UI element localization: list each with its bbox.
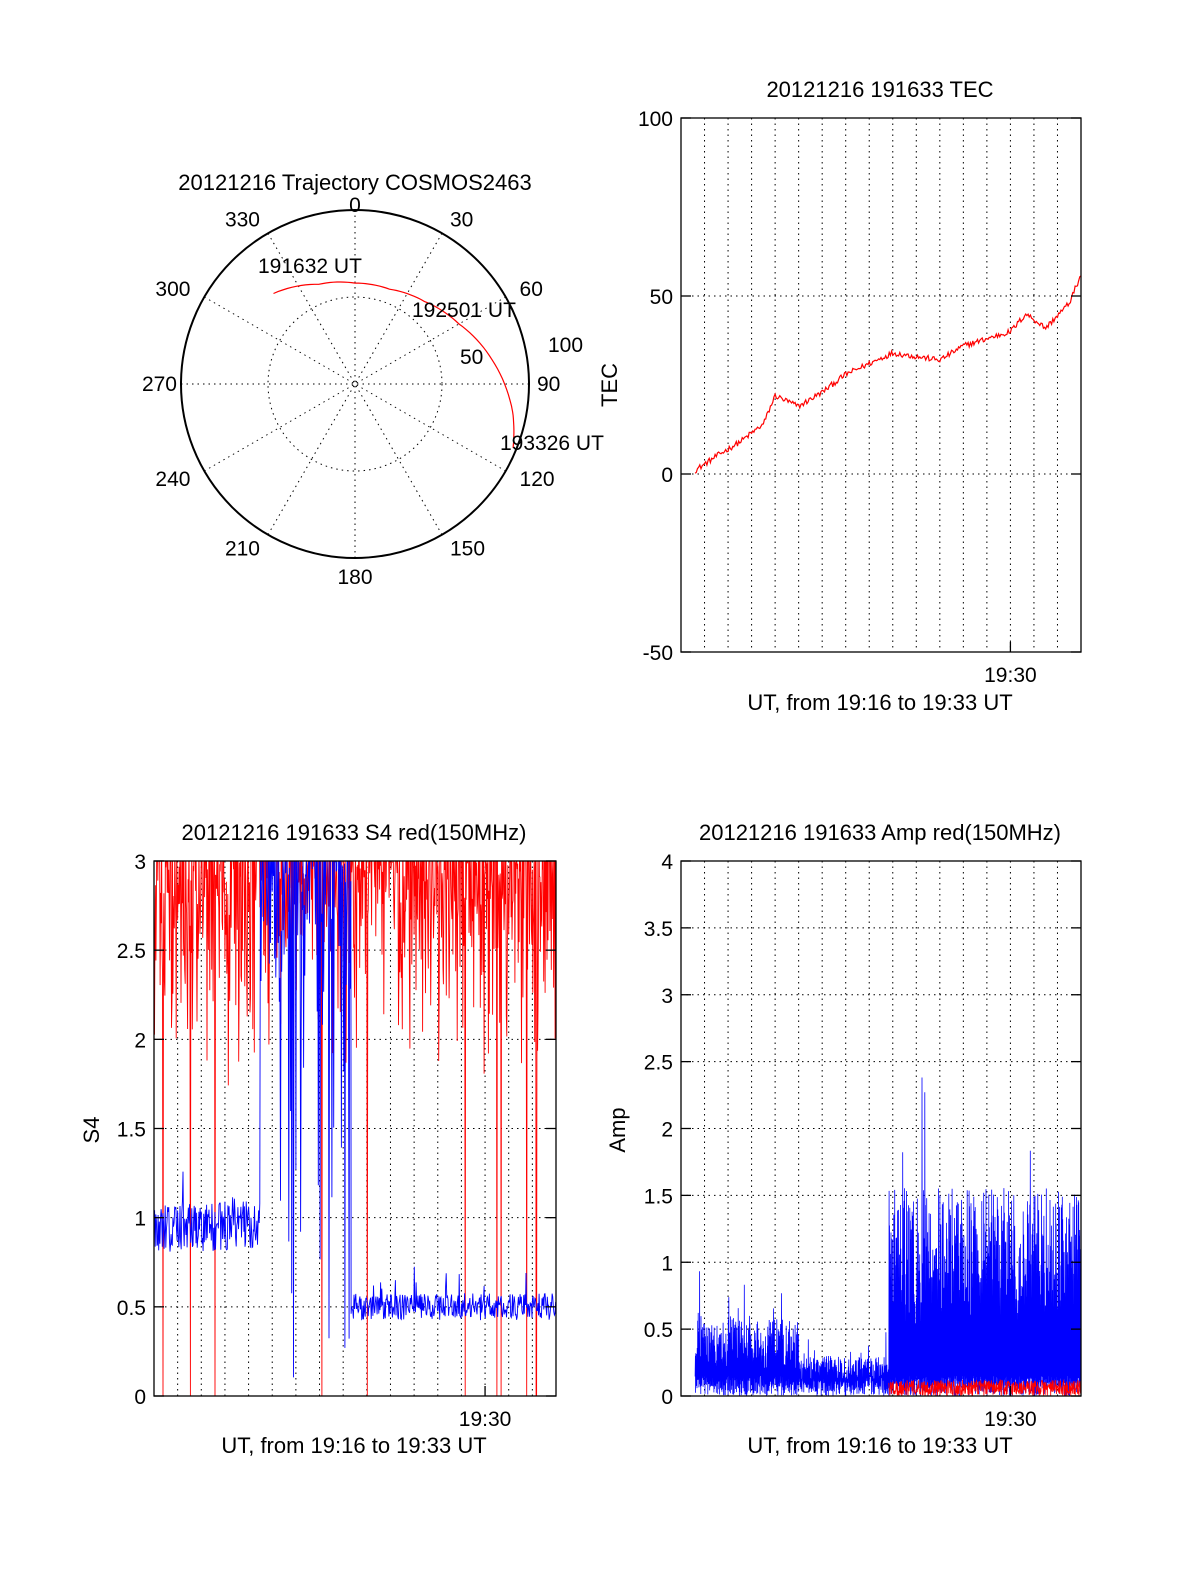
polar-azimuth-label: 90 bbox=[537, 373, 560, 396]
tec-series-line bbox=[694, 275, 1082, 474]
amp-title: 20121216 191633 Amp red(150MHz) bbox=[699, 820, 1061, 845]
polar-spoke bbox=[267, 233, 443, 535]
y-tick-label: 4 bbox=[661, 851, 673, 874]
polar-azimuth-labels: 0 30 60 90 120 150 180 210 240 270 300 330 bbox=[142, 194, 560, 589]
s4-xlabel: UT, from 19:16 to 19:33 UT bbox=[221, 1433, 486, 1458]
polar-spoke bbox=[267, 233, 443, 535]
polar-azimuth-label: 30 bbox=[450, 208, 473, 231]
polar-grid bbox=[180, 209, 530, 559]
y-tick-label: 50 bbox=[650, 286, 673, 309]
s4-ylabel: S4 bbox=[79, 1117, 104, 1144]
s4-series-group bbox=[154, 861, 556, 1396]
polar-azimuth-label: 300 bbox=[155, 278, 190, 301]
trajectory-time-label: 191632 UT bbox=[258, 255, 362, 278]
polar-radial-labels: 50 100 bbox=[460, 334, 583, 369]
trajectory-time-label: 192501 UT bbox=[412, 299, 516, 322]
polar-spoke bbox=[204, 296, 506, 472]
polar-radial-label: 50 bbox=[460, 346, 483, 369]
y-tick-label: 3 bbox=[661, 985, 673, 1008]
y-tick-label: 0 bbox=[661, 464, 673, 487]
y-tick-label: 100 bbox=[638, 108, 673, 131]
tec-ylabel: TEC bbox=[597, 363, 622, 407]
amp-series-group bbox=[694, 1077, 1081, 1396]
y-tick-label: -50 bbox=[643, 642, 673, 665]
s4-blue-series bbox=[154, 861, 556, 1378]
x-tick-label: 19:30 bbox=[984, 664, 1037, 687]
polar-spoke bbox=[204, 296, 506, 472]
tec-plot: -50 0 50 100 19:30 bbox=[638, 108, 1082, 687]
y-tick-label: 1.5 bbox=[644, 1185, 673, 1208]
amp-plot: 0 0.5 1 1.5 2 2.5 3 3.5 4 19:30 bbox=[644, 851, 1082, 1431]
polar-azimuth-label: 180 bbox=[337, 566, 372, 589]
tec-xlabel: UT, from 19:16 to 19:33 UT bbox=[747, 690, 1012, 715]
y-tick-label: 3 bbox=[134, 851, 146, 874]
s4-red-series bbox=[154, 861, 556, 1396]
y-tick-label: 2 bbox=[134, 1029, 146, 1052]
amp-chart: 20121216 191633 Amp red(150MHz) 0 0.5 1 1.5… bbox=[605, 820, 1082, 1458]
trajectory-title: 20121216 Trajectory COSMOS2463 bbox=[178, 170, 531, 195]
polar-azimuth-label: 240 bbox=[155, 468, 190, 491]
y-tick-label: 2.5 bbox=[644, 1052, 673, 1075]
y-tick-label: 1 bbox=[661, 1252, 673, 1275]
amp-xlabel: UT, from 19:16 to 19:33 UT bbox=[747, 1433, 1012, 1458]
polar-azimuth-label: 120 bbox=[520, 468, 555, 491]
polar-azimuth-label: 60 bbox=[520, 278, 543, 301]
s4-chart: 20121216 191633 S4 red(150MHz) 0 0.5 1 1.5 2… bbox=[79, 820, 557, 1458]
y-tick-label: 0 bbox=[134, 1386, 146, 1409]
trajectory-track: 191632 UT 192501 UT 193326 UT bbox=[258, 255, 604, 455]
s4-title: 20121216 191633 S4 red(150MHz) bbox=[182, 820, 527, 845]
y-tick-label: 1 bbox=[134, 1208, 146, 1231]
polar-grid-circle bbox=[267, 296, 443, 472]
y-tick-label: 1.5 bbox=[117, 1119, 146, 1142]
y-tick-label: 0 bbox=[661, 1386, 673, 1409]
polar-azimuth-label: 150 bbox=[450, 538, 485, 561]
trajectory-chart: 20121216 Trajectory COSMOS2463 0 30 60 90 12… bbox=[142, 170, 604, 589]
tec-chart: 20121216 191633 TEC -50 0 50 100 19:30 UT, f… bbox=[597, 77, 1082, 715]
trajectory-time-label: 193326 UT bbox=[500, 432, 604, 455]
polar-azimuth-label: 0 bbox=[349, 194, 361, 217]
x-tick-label: 19:30 bbox=[459, 1408, 512, 1431]
polar-azimuth-label: 330 bbox=[225, 208, 260, 231]
polar-azimuth-label: 210 bbox=[225, 538, 260, 561]
polar-radial-label: 100 bbox=[548, 334, 583, 357]
amp-ylabel: Amp bbox=[605, 1107, 630, 1152]
tec-title: 20121216 191633 TEC bbox=[766, 77, 993, 102]
x-tick-label: 19:30 bbox=[984, 1408, 1037, 1431]
y-tick-label: 3.5 bbox=[644, 918, 673, 941]
y-tick-label: 0.5 bbox=[644, 1319, 673, 1342]
trajectory-line bbox=[273, 281, 515, 448]
amp-blue-series bbox=[694, 1077, 1081, 1396]
polar-azimuth-label: 270 bbox=[142, 373, 177, 396]
s4-plot: 0 0.5 1 1.5 2 2.5 3 19:30 bbox=[117, 851, 557, 1431]
plot-frame bbox=[680, 117, 1082, 653]
y-tick-label: 2 bbox=[661, 1119, 673, 1142]
y-tick-label: 2.5 bbox=[117, 940, 146, 963]
amp-red-series bbox=[888, 1378, 1081, 1396]
y-tick-label: 0.5 bbox=[117, 1297, 146, 1320]
